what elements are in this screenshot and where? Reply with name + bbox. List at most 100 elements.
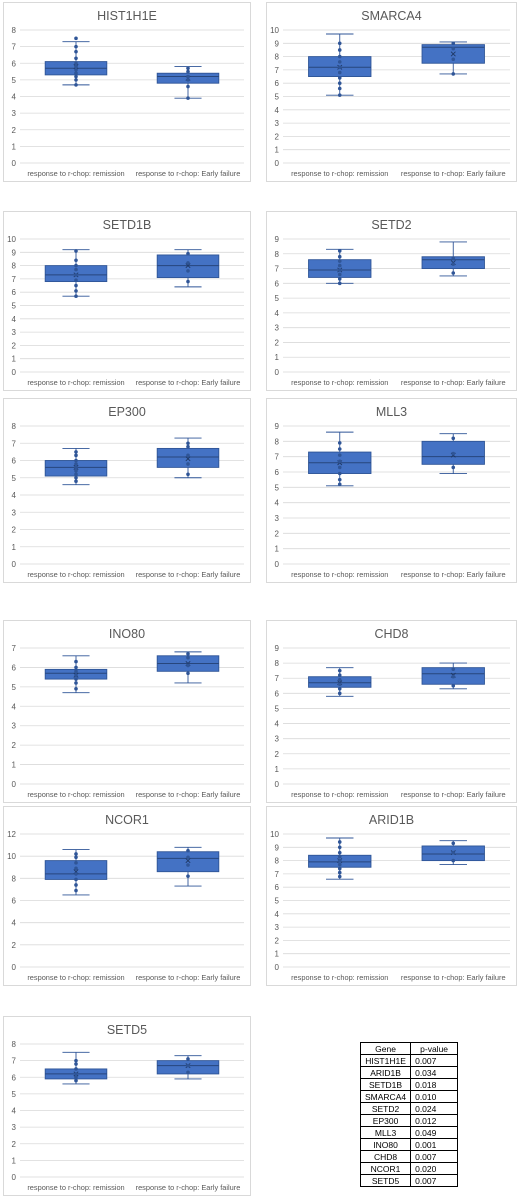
y-tick-label: 1 bbox=[12, 761, 17, 770]
data-point bbox=[337, 441, 342, 445]
chart-title: NCOR1 bbox=[105, 813, 149, 827]
data-point bbox=[337, 70, 342, 75]
data-point bbox=[74, 469, 78, 473]
data-point bbox=[74, 855, 78, 860]
data-point bbox=[74, 462, 78, 466]
data-point bbox=[74, 71, 78, 76]
y-tick-label: 9 bbox=[275, 843, 280, 852]
data-point bbox=[337, 86, 342, 91]
data-point bbox=[451, 850, 456, 855]
y-tick-label: 2 bbox=[275, 936, 280, 945]
y-tick-label: 6 bbox=[12, 1073, 17, 1082]
data-point bbox=[337, 677, 342, 682]
x-category-label: response to r-chop: Early failure bbox=[401, 790, 506, 799]
chart-title: SETD1B bbox=[103, 218, 152, 232]
y-tick-label: 8 bbox=[275, 53, 280, 62]
y-tick-label: 5 bbox=[12, 1090, 17, 1099]
data-point bbox=[451, 667, 456, 671]
x-category-label: response to r-chop: Early failure bbox=[136, 570, 241, 579]
data-point bbox=[451, 674, 456, 679]
x-category-label: response to r-chop: Early failure bbox=[401, 570, 506, 579]
y-tick-label: 2 bbox=[12, 341, 17, 350]
chart-svg: ARID1B 0 1 2 3 4 5 6 7 8 9 10 response to r-chop: re… bbox=[270, 813, 510, 982]
data-point bbox=[74, 49, 78, 54]
pvalue-cell: 0.007 bbox=[410, 1150, 459, 1163]
y-tick-label: 6 bbox=[12, 457, 17, 466]
chart-svg: MLL3 0 1 2 3 4 5 6 7 8 9 response to r-chop: remiss… bbox=[275, 405, 510, 579]
y-tick-label: 9 bbox=[12, 248, 17, 257]
data-point bbox=[74, 64, 78, 69]
y-tick-label: 6 bbox=[12, 288, 17, 297]
boxplot-chart-smarca4: SMARCA4 0 1 2 3 4 5 6 7 8 9 10 response to r-chop: r… bbox=[266, 2, 517, 182]
y-tick-label: 2 bbox=[12, 741, 17, 750]
y-tick-label: 5 bbox=[275, 704, 280, 713]
gene-cell: SETD2 bbox=[359, 1102, 412, 1115]
y-tick-label: 0 bbox=[275, 560, 280, 569]
data-point bbox=[337, 65, 342, 70]
y-tick-label: 9 bbox=[275, 644, 280, 653]
pvalue-cell: 0.024 bbox=[410, 1102, 459, 1115]
gene-cell: NCOR1 bbox=[359, 1162, 412, 1175]
y-tick-label: 0 bbox=[12, 963, 17, 972]
y-tick-label: 3 bbox=[275, 735, 280, 744]
y-tick-label: 6 bbox=[275, 279, 280, 288]
data-point bbox=[337, 81, 342, 85]
y-tick-label: 8 bbox=[12, 874, 17, 883]
y-tick-label: 6 bbox=[275, 883, 280, 892]
y-tick-label: 8 bbox=[12, 1040, 17, 1049]
data-point bbox=[74, 669, 78, 674]
y-tick-label: 3 bbox=[12, 109, 17, 118]
boxplot-chart-setd2: SETD2 0 1 2 3 4 5 6 7 8 9 response to r-chop: remis… bbox=[266, 211, 517, 391]
chart-title: EP300 bbox=[108, 405, 146, 419]
boxplot-chart-ino80: INO80 0 1 2 3 4 5 6 7 response to r-chop: remissi… bbox=[3, 620, 251, 803]
y-tick-label: 1 bbox=[12, 142, 17, 151]
x-category-label: response to r-chop: Early failure bbox=[401, 973, 506, 982]
data-point bbox=[337, 840, 342, 844]
y-tick-label: 8 bbox=[12, 262, 17, 271]
y-tick-label: 10 bbox=[7, 235, 16, 244]
y-tick-label: 8 bbox=[275, 857, 280, 866]
table-row: EP300 0.012 bbox=[359, 1114, 459, 1127]
data-point bbox=[186, 462, 190, 466]
data-point bbox=[74, 877, 78, 882]
data-point bbox=[186, 1057, 190, 1061]
data-point bbox=[186, 74, 190, 79]
y-tick-label: 9 bbox=[275, 39, 280, 48]
y-tick-label: 1 bbox=[275, 146, 280, 155]
y-tick-label: 4 bbox=[12, 1107, 17, 1116]
table-row: CHD8 0.007 bbox=[359, 1150, 459, 1163]
x-category-label: response to r-chop: Early failure bbox=[136, 169, 241, 178]
x-category-label: response to r-chop: remission bbox=[27, 570, 124, 579]
data-point bbox=[74, 283, 78, 288]
pvalue-cell: 0.007 bbox=[410, 1054, 459, 1067]
data-point bbox=[74, 450, 78, 454]
x-category-label: response to r-chop: Early failure bbox=[401, 169, 506, 178]
data-point bbox=[74, 68, 78, 72]
y-tick-label: 3 bbox=[12, 722, 17, 731]
y-tick-label: 3 bbox=[12, 1123, 17, 1132]
data-point bbox=[337, 268, 342, 272]
y-tick-label: 2 bbox=[275, 750, 280, 759]
data-point bbox=[186, 848, 190, 853]
y-tick-label: 6 bbox=[275, 468, 280, 477]
data-point bbox=[451, 256, 456, 261]
chart-title: HIST1H1E bbox=[97, 9, 157, 23]
y-tick-label: 6 bbox=[275, 79, 280, 88]
y-tick-label: 2 bbox=[12, 1140, 17, 1149]
pvalue-cell: 0.018 bbox=[410, 1078, 459, 1091]
y-tick-label: 4 bbox=[275, 499, 280, 508]
data-point bbox=[451, 271, 456, 275]
data-point bbox=[337, 858, 342, 863]
data-point bbox=[337, 277, 342, 281]
x-category-label: response to r-chop: Early failure bbox=[136, 973, 241, 982]
pvalue-cell: 0.049 bbox=[410, 1126, 459, 1139]
y-tick-label: 5 bbox=[275, 897, 280, 906]
y-tick-label: 6 bbox=[12, 59, 17, 68]
x-category-label: response to r-chop: remission bbox=[27, 1183, 124, 1192]
data-point bbox=[74, 1062, 78, 1066]
data-point bbox=[337, 477, 342, 482]
boxplot-chart-mll3: MLL3 0 1 2 3 4 5 6 7 8 9 response to r-chop: remiss… bbox=[266, 398, 517, 583]
data-point bbox=[451, 72, 456, 76]
data-point bbox=[74, 83, 78, 87]
data-point bbox=[337, 263, 342, 268]
